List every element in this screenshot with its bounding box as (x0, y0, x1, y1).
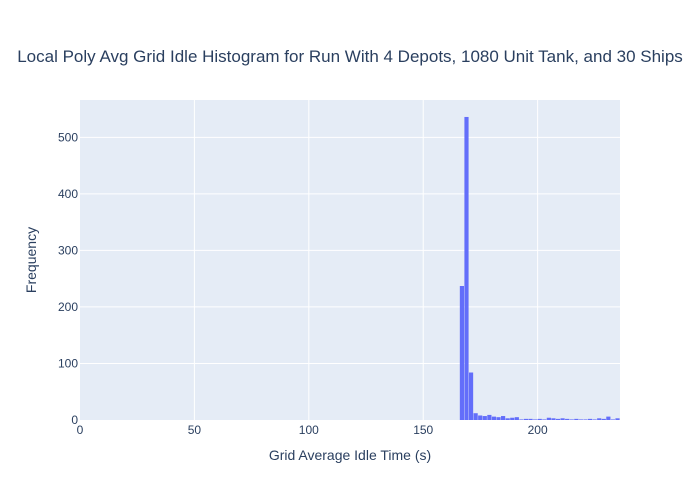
histogram-bar (546, 417, 551, 420)
histogram-bar (514, 417, 519, 420)
histogram-bar (491, 416, 497, 420)
histogram-bar (555, 418, 561, 420)
histogram-bar (478, 415, 483, 420)
histogram-bar (583, 419, 588, 420)
histogram-bar (510, 417, 515, 420)
histogram-bar (487, 414, 492, 420)
chart-title: Local Poly Avg Grid Idle Histogram for R… (17, 47, 683, 66)
x-axis-label: Grid Average Idle Time (s) (269, 447, 431, 463)
x-axis-ticks: 0 50 100 150 200 (77, 423, 548, 437)
histogram-bar (615, 418, 620, 420)
y-tick-label: 100 (58, 356, 78, 370)
x-tick-label: 50 (188, 423, 202, 437)
y-tick-label: 0 (71, 413, 78, 427)
histogram-bar (501, 416, 506, 420)
histogram-bar (569, 419, 574, 420)
histogram-bar (606, 416, 611, 420)
y-axis-label: Frequency (23, 227, 39, 293)
bars (459, 116, 620, 421)
gridlines (80, 100, 620, 420)
histogram-bar (578, 419, 583, 420)
x-tick-label: 200 (528, 423, 548, 437)
histogram-bar (551, 418, 556, 420)
histogram-bar (523, 418, 529, 420)
histogram-bar (519, 419, 524, 420)
histogram-bar (537, 418, 542, 420)
y-tick-label: 400 (58, 187, 78, 201)
x-tick-label: 0 (77, 423, 84, 437)
x-tick-label: 100 (299, 423, 319, 437)
x-tick-label: 150 (413, 423, 433, 437)
histogram-bar (542, 419, 547, 420)
histogram-bar (533, 419, 538, 420)
histogram-bar (528, 418, 533, 420)
histogram-bar (587, 418, 593, 420)
histogram-bar (505, 418, 510, 420)
plot-area (80, 100, 620, 420)
histogram-bar (496, 417, 501, 420)
histogram-bar (468, 372, 474, 420)
histogram-bar (592, 419, 597, 420)
histogram-bar (597, 418, 602, 420)
histogram-bar (610, 419, 616, 420)
histogram-bar (574, 418, 579, 420)
y-tick-label: 300 (58, 243, 78, 257)
histogram-bar (560, 418, 565, 420)
y-tick-label: 500 (58, 130, 78, 144)
histogram-bar (464, 116, 469, 421)
y-tick-label: 200 (58, 300, 78, 314)
histogram-bar (459, 286, 465, 420)
histogram-bar (473, 413, 478, 420)
histogram-bar (565, 418, 570, 420)
y-axis-ticks: 0 100 200 300 400 500 (58, 130, 78, 427)
histogram-bar (601, 418, 606, 420)
histogram-bar (482, 416, 487, 420)
